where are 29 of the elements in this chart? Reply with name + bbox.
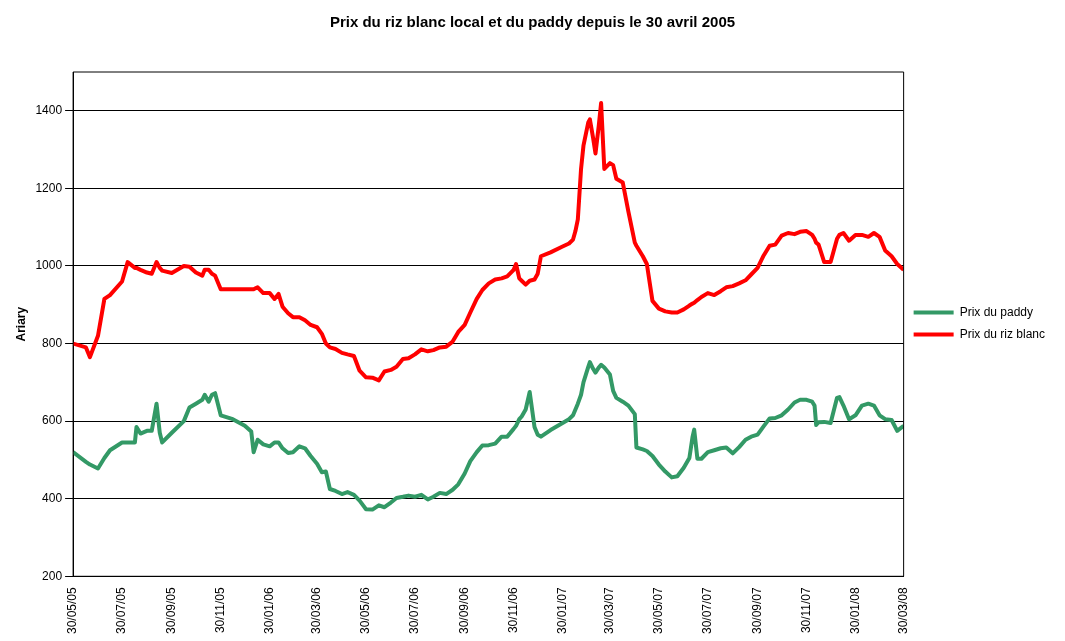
x-tick-label: 30/01/06 — [262, 586, 277, 635]
x-tick-label: 30/09/05 — [164, 586, 179, 635]
x-tick-label: 30/09/07 — [749, 586, 764, 635]
x-tick-label: 30/07/07 — [700, 586, 715, 635]
x-tick-label: 30/03/07 — [602, 586, 617, 635]
x-tick-label: 30/07/05 — [114, 586, 129, 635]
chart-title: Prix du riz blanc local et du paddy depuis le 30 avril 2005 — [329, 13, 736, 31]
x-tick-label: 30/11/06 — [505, 586, 520, 634]
x-tick-label: 30/05/06 — [358, 586, 373, 635]
y-axis-title: Ariary — [13, 306, 28, 342]
legend-label: Prix du riz blanc — [959, 326, 1046, 341]
y-tick-label: 200 — [42, 568, 63, 583]
x-tick-label: 30/01/07 — [554, 586, 569, 635]
y-tick-label: 1400 — [35, 103, 63, 118]
y-tick-label: 800 — [42, 335, 63, 350]
x-tick-label: 30/11/07 — [798, 586, 813, 634]
x-tick-label: 30/07/06 — [407, 586, 422, 635]
legend-label: Prix du paddy — [959, 304, 1034, 319]
y-tick-label: 400 — [42, 491, 63, 506]
x-tick-label: 30/03/08 — [895, 586, 910, 635]
x-tick-label: 30/03/06 — [309, 586, 324, 635]
x-tick-label: 30/05/07 — [651, 586, 666, 635]
y-tick-label: 1200 — [35, 180, 63, 195]
x-tick-label: 30/05/05 — [65, 586, 80, 635]
y-tick-label: 1000 — [35, 258, 63, 273]
x-tick-label: 30/11/05 — [213, 586, 228, 634]
y-tick-label: 600 — [42, 413, 63, 428]
x-tick-label: 30/09/06 — [457, 586, 472, 635]
x-tick-label: 30/01/08 — [847, 586, 862, 635]
